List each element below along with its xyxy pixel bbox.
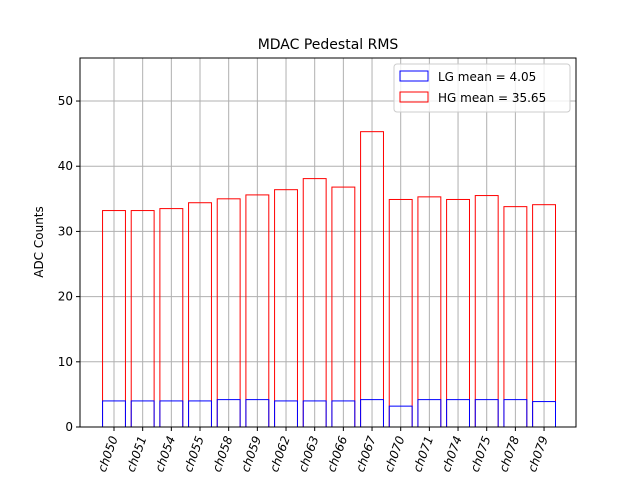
y-tick-label: 0	[65, 420, 73, 434]
y-tick-label: 20	[58, 290, 73, 304]
legend-swatch	[399, 70, 429, 82]
x-tick-label: ch078	[496, 434, 522, 474]
plot-frame	[79, 57, 577, 428]
x-tick-label: ch066	[324, 434, 350, 474]
legend-swatch	[399, 91, 429, 103]
x-tick-label: ch063	[296, 434, 322, 474]
y-tick-label: 30	[58, 224, 73, 238]
x-tick-label: ch075	[468, 434, 494, 474]
x-tick-label: ch055	[181, 434, 207, 474]
x-tick-label: ch051	[124, 434, 150, 474]
x-tick-label: ch050	[95, 434, 121, 474]
x-tick-label: ch071	[410, 434, 436, 474]
chart-title: MDAC Pedestal RMS	[258, 37, 399, 53]
x-tick-label: ch054	[152, 434, 178, 474]
x-tick-label: ch059	[238, 434, 264, 474]
y-tick-label: 40	[58, 159, 73, 173]
x-tick-label: ch062	[267, 434, 293, 474]
x-tick-label: ch067	[353, 434, 379, 474]
legend-label: HG mean = 35.65	[438, 91, 546, 105]
x-tick-label: ch058	[210, 434, 236, 474]
y-tick-label: 10	[58, 355, 73, 369]
y-axis: 0 10 20 30 40 50	[58, 94, 80, 434]
y-axis-label: ADC Counts	[32, 206, 46, 278]
x-tick-label: ch070	[382, 434, 408, 474]
x-tick-label: ch074	[439, 434, 465, 474]
legend: LG mean = 4.05 HG mean = 35.65	[393, 63, 571, 113]
x-axis: ch050 ch051 ch054 ch055 ch058 ch059 ch062 ch063…	[95, 427, 551, 474]
bars	[102, 131, 556, 428]
legend-label: LG mean = 4.05	[438, 70, 536, 84]
grid-lines	[80, 58, 576, 428]
legend-box	[393, 63, 571, 113]
y-tick-label: 50	[58, 94, 73, 108]
x-tick-label: ch079	[525, 434, 551, 474]
